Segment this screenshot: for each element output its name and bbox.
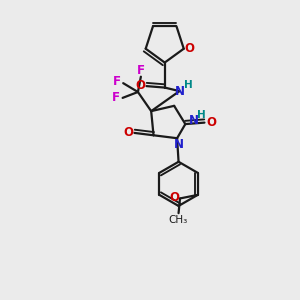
Text: O: O xyxy=(169,191,179,204)
Text: H: H xyxy=(197,110,206,120)
Text: O: O xyxy=(135,79,145,92)
Text: CH₃: CH₃ xyxy=(168,214,188,225)
Text: O: O xyxy=(123,126,133,139)
Text: O: O xyxy=(206,116,216,128)
Text: N: N xyxy=(174,85,184,98)
Text: F: F xyxy=(112,92,120,104)
Text: O: O xyxy=(185,42,195,55)
Text: H: H xyxy=(184,80,193,90)
Text: F: F xyxy=(137,64,145,77)
Text: N: N xyxy=(174,138,184,151)
Text: F: F xyxy=(113,75,121,88)
Text: N: N xyxy=(189,114,199,127)
